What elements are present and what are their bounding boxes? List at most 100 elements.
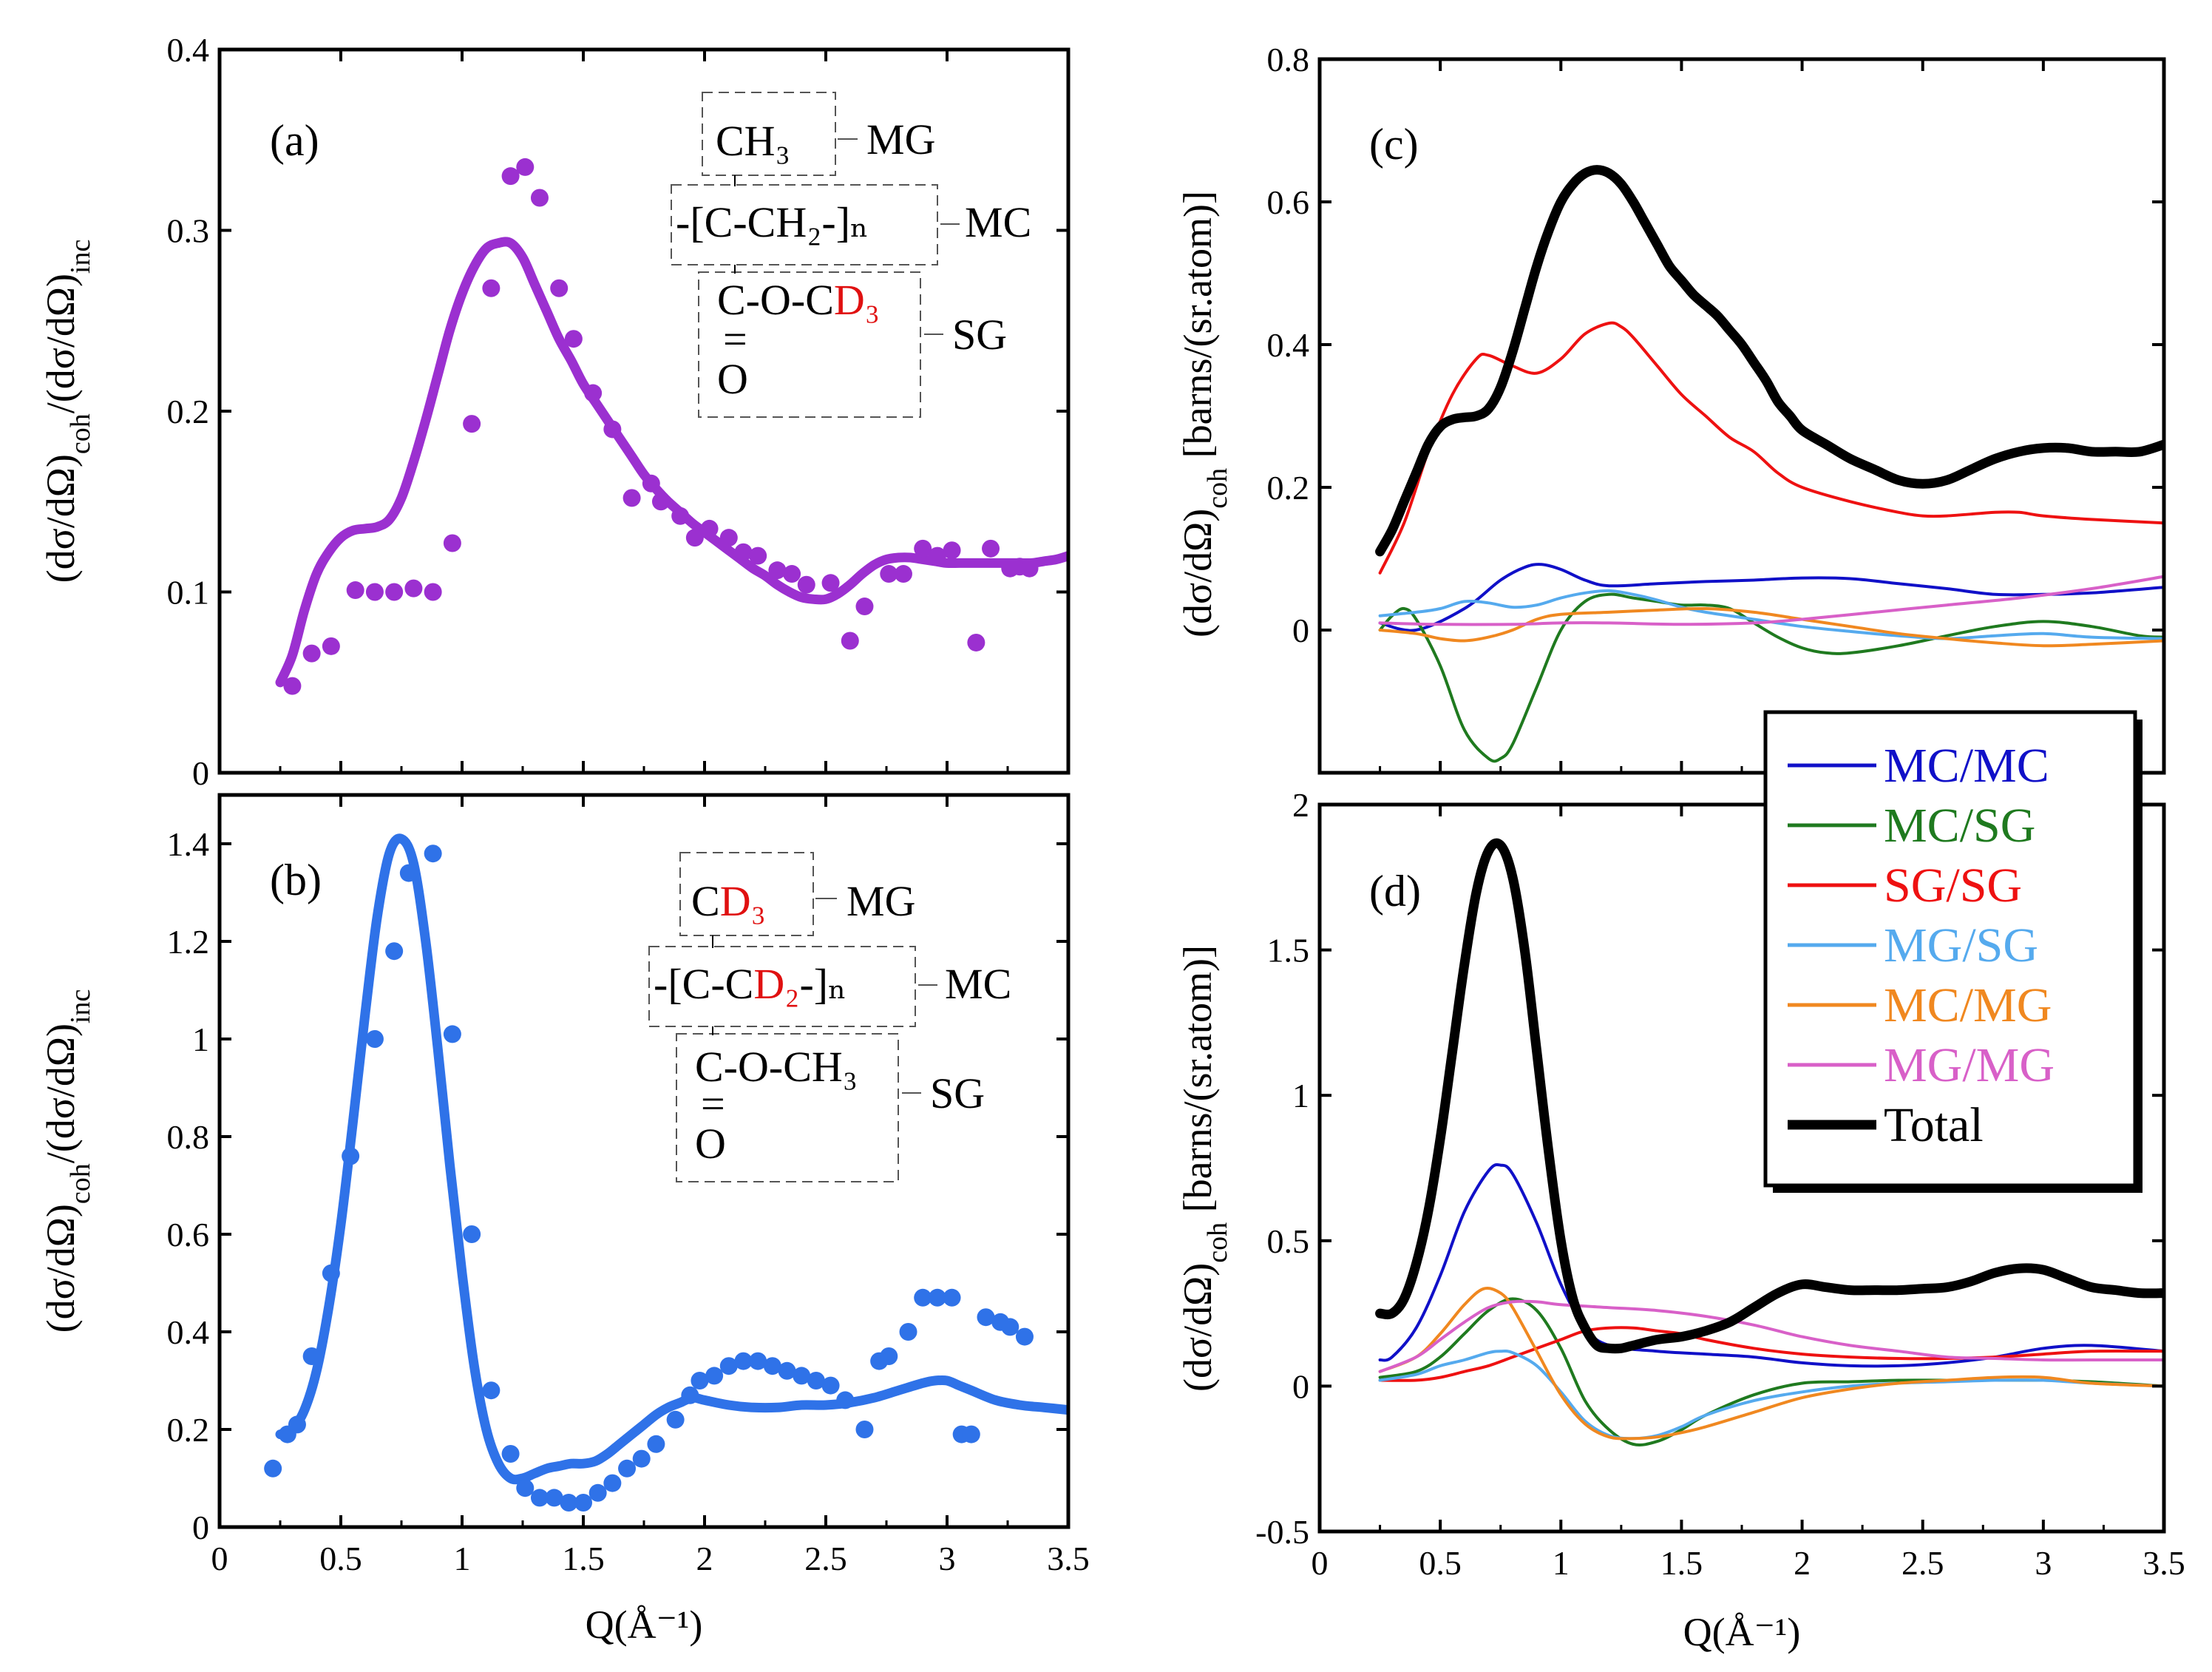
x-tick-label: 2.5: [1901, 1544, 1944, 1582]
y-tick-label: 0.2: [1267, 469, 1310, 507]
data-point: [899, 1323, 917, 1341]
data-point: [603, 1474, 622, 1492]
x-tick-label: 1: [454, 1540, 471, 1577]
data-point: [928, 1288, 946, 1307]
data-point: [516, 158, 535, 176]
structure-a-middle-tag: MC: [965, 198, 1031, 246]
data-point: [322, 637, 340, 655]
series-mc-mg: [1378, 606, 2164, 648]
panel-b-ylabel: (dσ/dΩ)coh/(dσ/dΩ)inc: [38, 989, 96, 1333]
svg-text:(dσ/dΩ)coh [barns/(sr.atom)]: (dσ/dΩ)coh [barns/(sr.atom)]: [1175, 191, 1233, 637]
data-point: [424, 845, 442, 863]
data-point: [443, 1025, 461, 1043]
structure-a-double-bond: =: [723, 315, 747, 363]
y-tick-label: 1.4: [167, 825, 210, 863]
data-point: [841, 632, 859, 650]
series-total: [1375, 165, 2164, 557]
y-tick-label: -0.5: [1255, 1513, 1309, 1551]
data-point: [783, 565, 801, 583]
data-point: [962, 1425, 980, 1443]
panel-a-structure: CH₃ MG -[C-CH₂-]ₙ MC C-O-CD₃ SG = O: [671, 92, 1031, 418]
y-tick-label: 0.8: [167, 1118, 210, 1156]
structure-a-oxygen: O: [717, 355, 748, 403]
data-point: [943, 1288, 961, 1307]
data-point: [880, 565, 898, 583]
data-point: [545, 1489, 563, 1507]
data-point: [463, 1225, 481, 1243]
data-point: [530, 189, 549, 207]
x-tick-label: 2: [1794, 1544, 1811, 1582]
y-tick-label: 0.4: [167, 1313, 210, 1351]
y-tick-label: 0.6: [167, 1216, 210, 1253]
data-point: [778, 1361, 796, 1380]
data-point: [588, 1483, 607, 1502]
data-point: [671, 507, 690, 525]
series-mc-mc: [1378, 563, 2164, 632]
series-sg-sg: [1378, 321, 2164, 575]
y-tick-label: 0.1: [167, 574, 210, 612]
y-tick-label: 0: [1292, 1367, 1309, 1405]
y-tick-label: 0.5: [1267, 1222, 1310, 1260]
x-tick-label: 3: [939, 1540, 956, 1577]
structure-a-bottom-tag: SG: [952, 311, 1007, 359]
data-point: [821, 1376, 840, 1395]
data-point: [482, 279, 501, 297]
data-point: [691, 1372, 709, 1390]
x-tick-label: 1.5: [1660, 1544, 1703, 1582]
legend-label: SG/SG: [1884, 859, 2022, 913]
structure-a-top: CH₃: [716, 117, 790, 165]
data-point: [283, 677, 302, 695]
series-mg-mg: [1378, 1299, 2164, 1373]
data-point: [424, 583, 442, 601]
data-point: [622, 489, 641, 507]
x-tick-label: 0.5: [319, 1540, 362, 1577]
y-tick-label: 0.4: [1267, 326, 1310, 364]
x-tick-label: 0.5: [1419, 1544, 1462, 1582]
structure-a-middle: -[C-CH₂-]ₙ: [676, 198, 869, 246]
y-tick-label: 0.3: [167, 212, 210, 250]
series-total: [1375, 838, 2164, 1354]
data-point: [967, 633, 985, 651]
data-point: [302, 644, 321, 663]
data-point: [982, 539, 1000, 558]
panel-b-xlabel: Q(Å⁻¹): [586, 1602, 703, 1647]
x-tick-label: 1: [1553, 1544, 1570, 1582]
data-point: [700, 519, 719, 538]
legend-label: Total: [1884, 1098, 1984, 1152]
y-tick-label: 0: [192, 1509, 209, 1546]
data-point: [719, 529, 738, 547]
panel-d: 0 0.5 1 1.5 2 2.5 3 3.5-0.500.511.52 (d) (dσ/dΩ…: [1175, 786, 2185, 1654]
data-point: [501, 1445, 520, 1463]
data-point: [647, 1435, 665, 1453]
x-tick-label: 1.5: [562, 1540, 605, 1577]
data-point: [807, 1372, 825, 1390]
y-tick-label: 1.2: [167, 923, 210, 961]
data-point: [365, 583, 384, 601]
structure-a-top-tag: MG: [866, 115, 935, 163]
svg-text:(dσ/dΩ)coh/(dσ/dΩ)inc: (dσ/dΩ)coh/(dσ/dΩ)inc: [38, 240, 96, 583]
panel-d-ylabel: (dσ/dΩ)coh [barns/(sr.atom)]: [1175, 945, 1233, 1392]
data-point: [322, 1264, 340, 1282]
data-point: [749, 1352, 767, 1370]
x-tick-label: 3: [2035, 1544, 2052, 1582]
structure-b-top-tag: MG: [847, 877, 915, 925]
data-point: [603, 420, 622, 439]
data-point: [288, 1415, 306, 1434]
data-point: [530, 1489, 549, 1507]
legend-label: MG/MG: [1884, 1038, 2055, 1092]
data-point: [264, 1459, 282, 1478]
data-point: [564, 330, 583, 348]
x-tick-label: 2.5: [804, 1540, 847, 1577]
data-point: [928, 546, 946, 565]
structure-b-middle-tag: MC: [945, 960, 1011, 1008]
data-point: [943, 541, 961, 560]
panel-c-ylabel: (dσ/dΩ)coh [barns/(sr.atom)]: [1175, 191, 1233, 637]
y-tick-label: 0: [192, 754, 209, 792]
data-point: [385, 942, 404, 961]
structure-b-top: CD₃: [691, 877, 766, 925]
series-mg-mg: [1378, 575, 2164, 626]
data-point: [768, 561, 787, 580]
data-point: [681, 1386, 699, 1404]
y-tick-label: 0.8: [1267, 41, 1310, 78]
